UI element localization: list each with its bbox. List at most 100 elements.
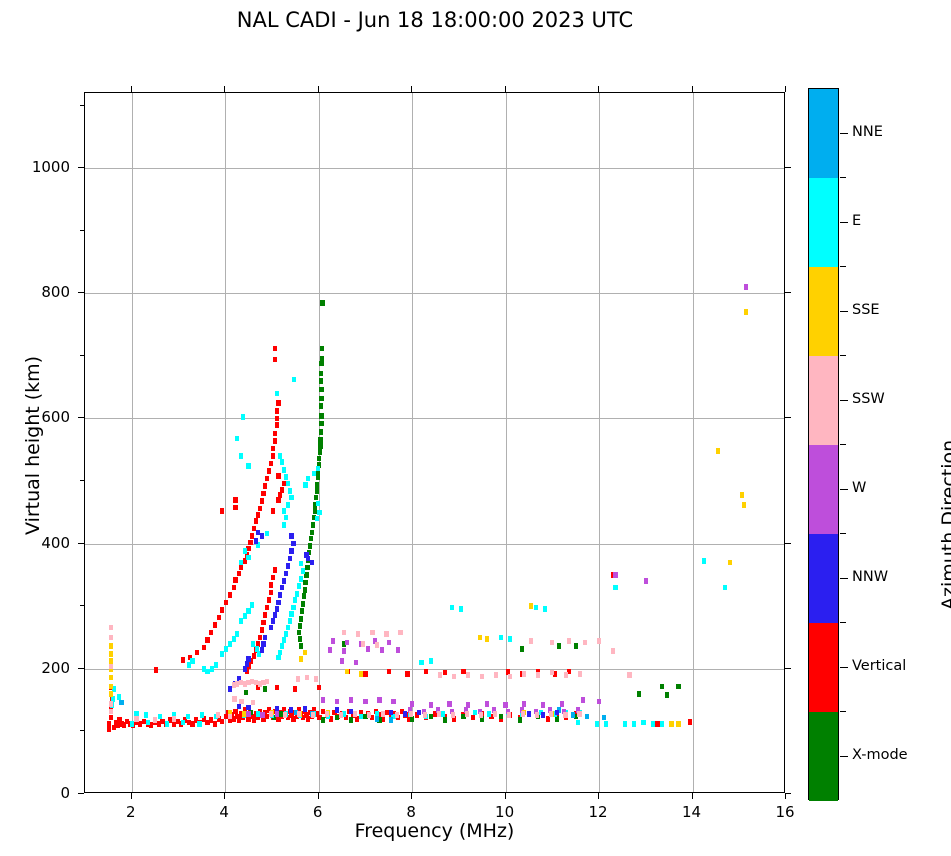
data-point-e [157, 713, 162, 720]
data-point-sse [669, 721, 674, 727]
data-point-vertical [255, 714, 260, 721]
data-point-ssw [250, 678, 255, 685]
data-point-x-mode [297, 635, 303, 642]
data-point-x-mode [304, 572, 309, 578]
data-point-e [292, 376, 297, 383]
data-point-e [145, 719, 151, 726]
y-tick-mark-right [785, 417, 791, 419]
data-point-ssw [253, 679, 259, 686]
data-point-ssw [452, 673, 457, 680]
data-point-vertical [235, 713, 240, 720]
data-point-nnw [244, 660, 249, 667]
data-point-ssw [522, 671, 527, 677]
colorbar-band-x-mode[interactable] [809, 712, 838, 801]
data-point-w [435, 707, 440, 713]
data-point-x-mode [363, 713, 368, 720]
data-point-x-mode [298, 643, 303, 650]
data-point-e [199, 712, 204, 718]
data-point-e [255, 542, 260, 548]
colorbar[interactable] [808, 88, 839, 801]
colorbar-band-nnw[interactable] [809, 534, 838, 623]
page-title: NAL CADI - Jun 18 18:00:00 2023 UTC [236, 8, 634, 32]
colorbar-title: Azimuth Direction [938, 439, 951, 610]
data-point-vertical [265, 604, 270, 611]
data-point-vertical [209, 717, 214, 723]
data-point-x-mode [480, 716, 485, 722]
data-point-sse [484, 635, 489, 642]
data-point-vertical [276, 716, 281, 722]
data-point-w [466, 702, 471, 708]
data-point-x-mode [298, 615, 303, 622]
data-point-e [289, 610, 294, 617]
x-tick-mark [598, 793, 600, 799]
data-point-x-mode [316, 461, 321, 468]
colorbar-band-w[interactable] [809, 445, 838, 534]
data-point-vertical [536, 668, 541, 675]
data-point-vertical [263, 612, 268, 618]
data-point-nnw [335, 707, 340, 713]
data-point-ssw [304, 674, 310, 681]
data-point-x-mode [319, 355, 325, 362]
data-point-vertical [149, 722, 154, 728]
data-point-e [190, 658, 195, 665]
data-point-vertical [268, 582, 274, 588]
data-point-vertical [384, 709, 389, 716]
data-point-ssw [384, 630, 389, 637]
data-point-x-mode [461, 713, 466, 720]
data-point-e [242, 613, 247, 620]
data-point-vertical [231, 584, 236, 591]
colorbar-tick-mark [840, 755, 848, 757]
data-point-nnw [280, 584, 285, 591]
data-point-w [274, 711, 279, 717]
data-point-x-mode [319, 413, 324, 419]
data-point-nnw [288, 707, 293, 713]
plot-area[interactable] [84, 92, 785, 793]
data-point-nnw [263, 634, 268, 641]
data-point-ssw [257, 681, 262, 687]
colorbar-band-vertical[interactable] [809, 623, 838, 712]
data-point-e [281, 637, 287, 643]
data-point-ssw [246, 679, 251, 686]
colorbar-band-ssw[interactable] [809, 356, 838, 445]
data-point-vertical [452, 716, 457, 722]
colorbar-band-sse[interactable] [809, 267, 838, 356]
data-point-vertical [545, 716, 550, 722]
colorbar-band-e[interactable] [809, 178, 838, 267]
data-point-sse [108, 691, 113, 697]
gridline-horizontal [85, 418, 784, 420]
data-point-vertical [354, 716, 360, 722]
data-point-vertical [107, 726, 112, 733]
data-point-w [449, 708, 454, 715]
data-point-nnw [281, 578, 287, 584]
data-point-vertical [124, 718, 130, 725]
x-axis-title: Frequency (MHz) [354, 820, 515, 842]
data-point-ssw [152, 717, 158, 723]
data-point-e [291, 604, 296, 611]
data-point-w [540, 702, 546, 708]
data-point-ssw [529, 638, 534, 645]
data-point-vertical [220, 607, 225, 613]
data-point-w [358, 640, 363, 647]
data-point-vertical [261, 490, 266, 497]
data-point-sse [739, 492, 744, 498]
data-point-vertical [272, 430, 277, 437]
data-point-x-mode [302, 587, 307, 593]
x-tick-label: 8 [406, 803, 416, 821]
colorbar-band-nne[interactable] [809, 89, 838, 178]
data-point-nnw [306, 555, 311, 562]
data-point-ssw [108, 624, 113, 631]
colorbar-boundary-tick [840, 266, 846, 268]
data-point-x-mode [308, 543, 313, 549]
gridline-vertical [692, 93, 694, 792]
data-point-vertical [267, 597, 272, 603]
data-point-vertical [252, 717, 257, 723]
data-point-e [251, 640, 256, 647]
data-point-e [181, 719, 186, 726]
data-point-e [650, 721, 655, 727]
x-tick-label: 14 [681, 803, 702, 821]
data-point-e [358, 713, 363, 720]
x-tick-mark-top [691, 86, 693, 92]
data-point-x-mode [296, 629, 302, 636]
data-point-w [559, 701, 564, 707]
data-point-e [296, 583, 302, 589]
